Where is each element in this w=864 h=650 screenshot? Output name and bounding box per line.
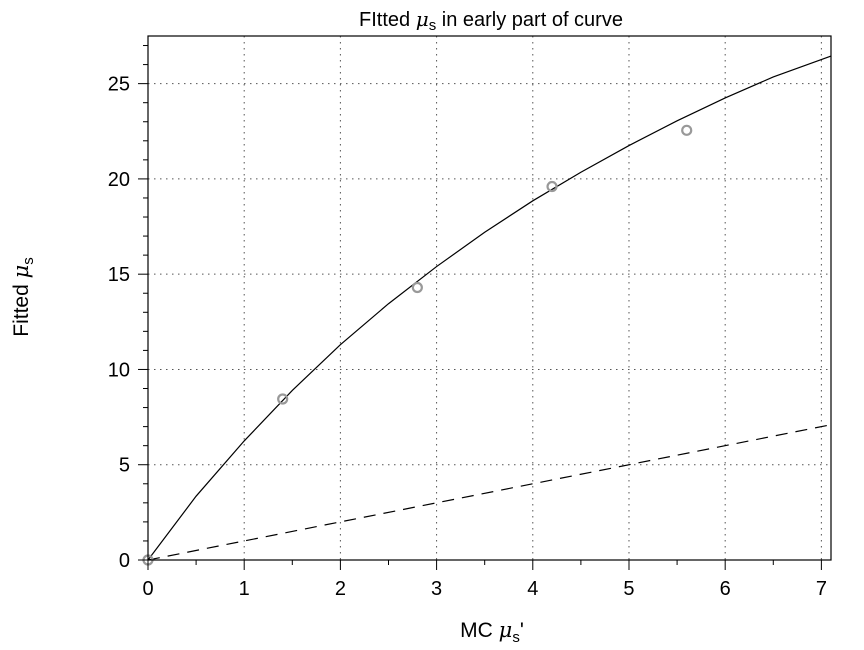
ticks (138, 45, 822, 570)
x-axis-label: MC μs' (460, 618, 524, 646)
plot-frame (147, 35, 832, 561)
y-tick-label: 20 (108, 169, 130, 191)
series-layer (142, 55, 832, 566)
x-tick-label: 1 (239, 578, 250, 600)
x-tick-label: 0 (142, 578, 153, 600)
tick-labels: 0 1 2 3 4 5 6 7 0 5 10 15 20 25 (108, 74, 827, 600)
y-tick-label: 25 (108, 74, 130, 96)
x-tick-label: 4 (527, 578, 538, 600)
x-tick-label: 3 (431, 578, 442, 600)
dashed-line-series (147, 424, 832, 561)
x-tick-label: 6 (720, 578, 731, 600)
y-tick-label: 15 (108, 264, 130, 286)
x-tick-label: 2 (335, 578, 346, 600)
data-point (681, 124, 693, 136)
y-tick-label: 10 (108, 359, 130, 381)
data-point (546, 180, 558, 193)
y-tick-label: 0 (119, 550, 130, 572)
chart-title: FItted μs in early part of curve (359, 7, 623, 34)
y-tick-label: 5 (119, 455, 130, 477)
data-point (277, 393, 289, 405)
grid (148, 36, 831, 560)
y-axis-label: Fitted μs (9, 257, 37, 337)
fit-curve-series (147, 55, 832, 561)
x-tick-label: 7 (816, 578, 827, 600)
data-point (411, 281, 423, 294)
x-tick-label: 5 (623, 578, 634, 600)
